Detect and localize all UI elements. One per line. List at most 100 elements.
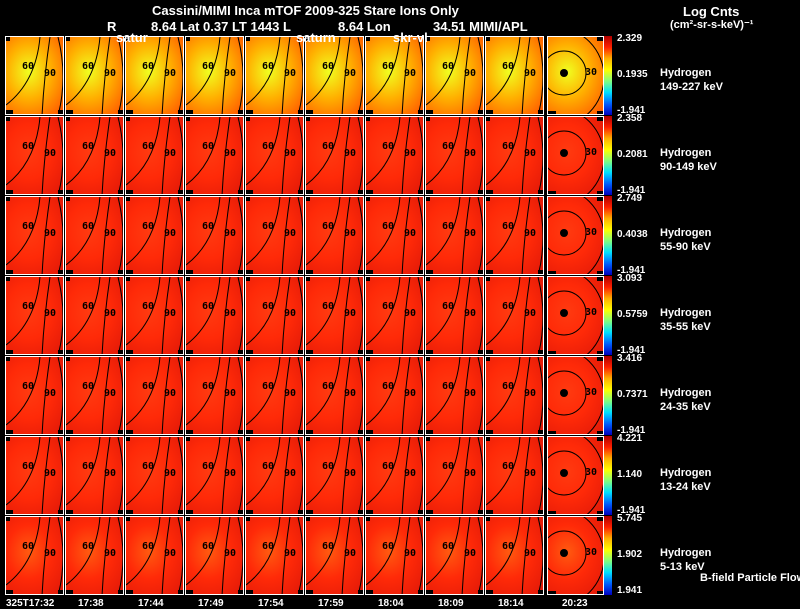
contour-label: 90: [344, 68, 357, 79]
contour-label: 90: [464, 148, 477, 159]
image-panel: 60 90: [125, 116, 184, 195]
contour-label: 90: [404, 228, 417, 239]
contour-label: 90: [104, 228, 117, 239]
contour-label: 60: [142, 141, 155, 152]
colorbar-mid-label: 0.5759: [617, 309, 648, 320]
contour-label: 60: [22, 381, 35, 392]
time-tick-label: 325T17:32: [6, 598, 55, 609]
contour-label: 90: [404, 68, 417, 79]
contour-rings: [548, 437, 603, 514]
energy-range: 13-24 keV: [660, 481, 711, 493]
time-tick-label: 18:14: [498, 598, 524, 609]
contour-lines: [426, 437, 483, 514]
image-panel: 60 90: [365, 516, 424, 595]
colorbar-mid-label: 0.2081: [617, 149, 648, 160]
contour-lines: [66, 277, 123, 354]
overlay-label: skr-vl: [393, 30, 428, 45]
contour-label: 90: [284, 388, 297, 399]
contour-label: 90: [284, 148, 297, 159]
colorbar-min-label: 1.941: [617, 585, 643, 596]
contour-lines: [306, 277, 363, 354]
image-panel: 60 90: [425, 436, 484, 515]
contour-label: 60: [502, 141, 515, 152]
contour-label: 30: [585, 547, 598, 558]
contour-label: 60: [502, 221, 515, 232]
contour-lines: [246, 517, 303, 594]
contour-label: 60: [202, 301, 215, 312]
image-panel: 60 90: [5, 356, 64, 435]
time-tick-label: 17:59: [318, 598, 344, 609]
contour-label: 60: [142, 61, 155, 72]
image-panel: 60 90: [185, 356, 244, 435]
contour-label: 90: [224, 548, 237, 559]
colorbar-min-label: -1.941: [617, 345, 646, 356]
contour-label: 30: [585, 227, 598, 238]
contour-label: 90: [224, 468, 237, 479]
image-panel: 60 90: [425, 36, 484, 115]
contour-label: 90: [404, 388, 417, 399]
contour-label: 60: [322, 461, 335, 472]
colorbar: [604, 196, 612, 275]
contour-label: 90: [224, 68, 237, 79]
summary-panel: 30: [547, 116, 604, 195]
image-panel: 60 90: [185, 116, 244, 195]
contour-label: 60: [382, 61, 395, 72]
contour-label: 90: [164, 308, 177, 319]
contour-lines: [306, 357, 363, 434]
contour-label: 60: [262, 61, 275, 72]
contour-lines: [186, 117, 243, 194]
contour-label: 90: [344, 548, 357, 559]
contour-label: 60: [382, 221, 395, 232]
time-tick-label: 18:09: [438, 598, 464, 609]
contour-lines: [186, 437, 243, 514]
summary-panel: 30: [547, 276, 604, 355]
contour-label: 30: [585, 387, 598, 398]
contour-label: 90: [464, 388, 477, 399]
contour-lines: [6, 357, 63, 434]
colorbar-max-label: 5.745: [617, 513, 643, 524]
contour-lines: [246, 37, 303, 114]
contour-lines: [486, 37, 543, 114]
image-panel: 60 90: [185, 516, 244, 595]
contour-label: 60: [442, 61, 455, 72]
contour-lines: [426, 357, 483, 434]
contour-label: 60: [22, 61, 35, 72]
contour-lines: [246, 357, 303, 434]
contour-label: 30: [585, 147, 598, 158]
contour-label: 90: [344, 228, 357, 239]
contour-rings: [548, 517, 603, 594]
contour-label: 90: [104, 468, 117, 479]
contour-lines: [186, 37, 243, 114]
colorbar-min-label: -1.941: [617, 505, 646, 516]
contour-label: 60: [382, 541, 395, 552]
contour-lines: [186, 277, 243, 354]
summary-panel: 30: [547, 356, 604, 435]
contour-label: 60: [442, 461, 455, 472]
contour-label: 60: [442, 381, 455, 392]
species-label: Hydrogen 149-227 keV: [660, 66, 723, 94]
image-panel: 60 90: [365, 356, 424, 435]
contour-lines: [366, 277, 423, 354]
contour-lines: [6, 197, 63, 274]
plot-title: Cassini/MIMI Inca mTOF 2009-325 Stare Io…: [152, 3, 459, 18]
species-name: Hydrogen: [660, 387, 712, 399]
planet-marker-icon: [560, 149, 568, 157]
contour-lines: [126, 117, 183, 194]
species-name: Hydrogen: [660, 467, 712, 479]
summary-panel: 30: [547, 516, 604, 595]
species-name: Hydrogen: [660, 147, 712, 159]
contour-lines: [6, 517, 63, 594]
contour-label: 90: [344, 308, 357, 319]
image-panel: 60 90: [425, 196, 484, 275]
energy-range: 24-35 keV: [660, 401, 711, 413]
image-panel: 60 90: [65, 436, 124, 515]
contour-lines: [126, 517, 183, 594]
contour-lines: [246, 117, 303, 194]
image-panel: 60 90: [425, 516, 484, 595]
image-panel: 60 90: [185, 196, 244, 275]
contour-label: 60: [22, 541, 35, 552]
contour-label: 30: [585, 467, 598, 478]
energy-range: 35-55 keV: [660, 321, 711, 333]
contour-label: 90: [164, 68, 177, 79]
contour-label: 90: [44, 148, 57, 159]
